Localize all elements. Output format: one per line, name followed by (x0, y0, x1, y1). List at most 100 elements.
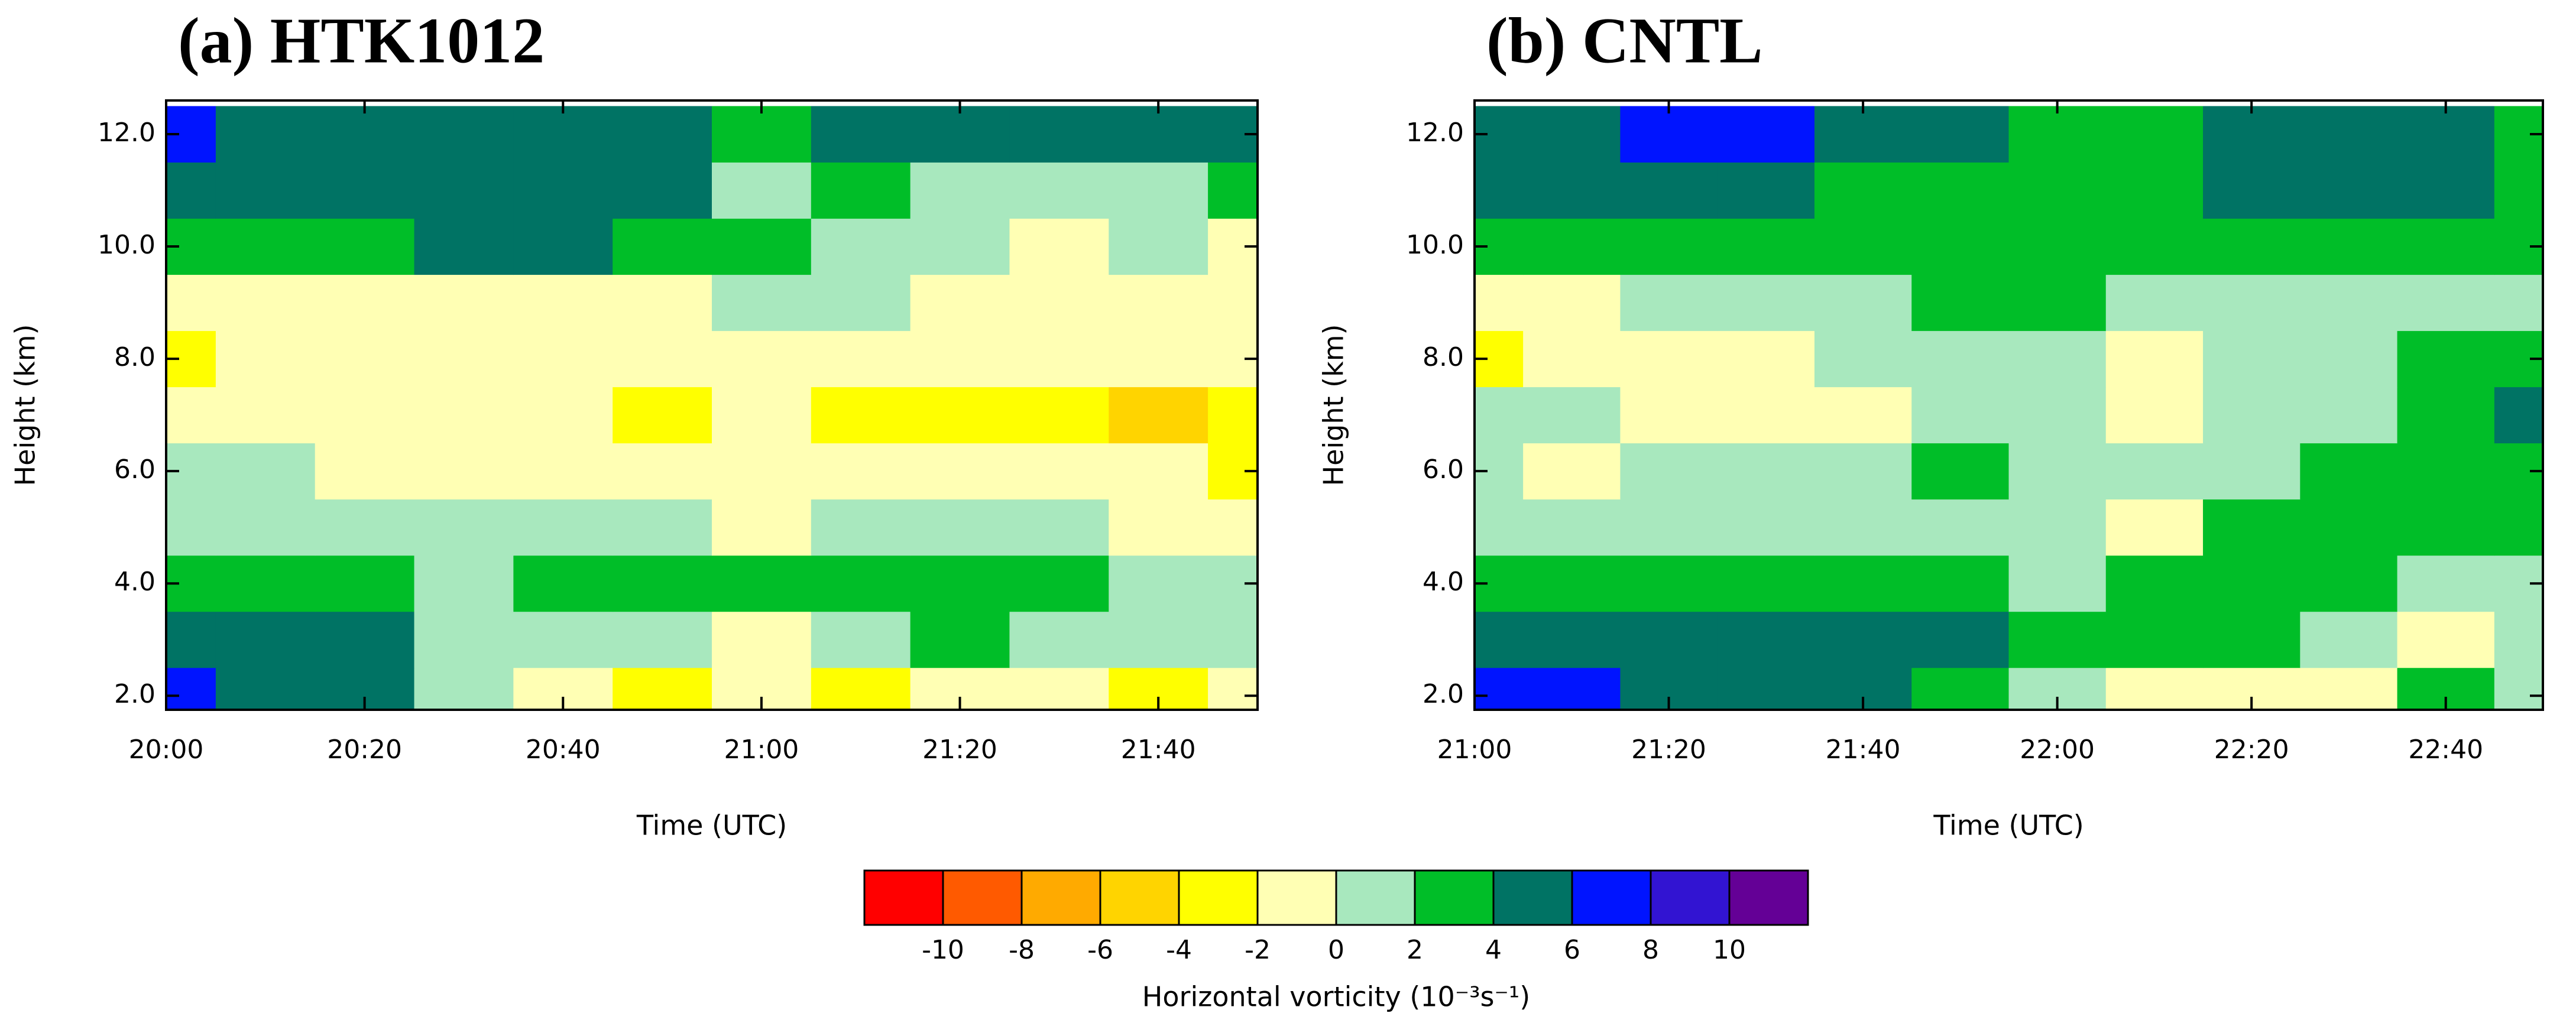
contour-cell (1814, 218, 1912, 275)
contour-cell (2008, 330, 2107, 388)
contour-cell (1911, 443, 2009, 500)
contour-cell (1814, 499, 1912, 556)
contour-cell (1109, 443, 1208, 500)
contour-cell (1475, 499, 1524, 556)
contour-cell (2203, 218, 2300, 275)
contour-cell (1814, 443, 1912, 500)
contour-cell (2300, 667, 2398, 710)
contour-cell (414, 555, 514, 612)
contour-cell (1109, 555, 1208, 612)
contour-cell (1911, 555, 2009, 612)
contour-cell (2105, 555, 2204, 612)
chart-title: (b) CNTL (1486, 4, 1763, 76)
contour-cell (1911, 499, 2009, 556)
contour-cell (2397, 387, 2495, 444)
contour-cell (613, 274, 712, 332)
contour-cell (2300, 387, 2398, 444)
colorbar-label: Horizontal vorticity (10⁻³s⁻¹) (1142, 981, 1530, 1013)
x-tick-label: 20:00 (129, 735, 204, 765)
contour-cell (315, 499, 415, 556)
contour-cell (2300, 106, 2398, 163)
contour-cell (613, 443, 712, 500)
contour-cell (910, 218, 1010, 275)
contour-cell (2397, 443, 2495, 500)
contour-cell (1009, 330, 1109, 388)
contour-cell (613, 611, 712, 668)
plot-frame (165, 99, 1259, 711)
contour-cell (1523, 330, 1621, 388)
colorbar-swatch (1728, 869, 1809, 926)
contour-cell (315, 555, 415, 612)
contour-cell (1523, 499, 1621, 556)
contour-cell (613, 330, 712, 388)
contour-cell (1814, 330, 1912, 388)
contour-cell (910, 443, 1010, 500)
contour-cell (712, 330, 812, 388)
contour-cell (1109, 611, 1208, 668)
contour-cell (2105, 162, 2204, 219)
contour-cell (513, 555, 613, 612)
colorbar-tick-label: -10 (922, 935, 964, 965)
contour-cell (1911, 387, 2009, 444)
contour-cell (2008, 499, 2107, 556)
colorbar-swatch (1099, 869, 1180, 926)
colorbar-tick-label: 6 (1564, 935, 1580, 965)
contour-cell (2203, 106, 2300, 163)
contour-cell (166, 667, 216, 710)
contour-cell (166, 387, 216, 444)
contour-cell (712, 611, 812, 668)
contour-cell (315, 162, 415, 219)
contour-cell (2397, 162, 2495, 219)
colorbar-tick-label: -6 (1087, 935, 1113, 965)
contour-cell (1523, 387, 1621, 444)
contour-cell (1717, 667, 1815, 710)
y-tick-label: 12.0 (98, 118, 155, 148)
contour-cell (613, 667, 712, 710)
contour-cell (1475, 387, 1524, 444)
contour-cell (1814, 555, 1912, 612)
x-tick-label: 22:00 (2020, 735, 2095, 765)
contour-cell (1717, 106, 1815, 163)
contour-cell (215, 330, 316, 388)
colorbar-swatch (1020, 869, 1101, 926)
contour-cell (712, 499, 812, 556)
x-tick-label: 21:40 (1826, 735, 1901, 765)
contour-cell (513, 218, 613, 275)
contour-cell (215, 106, 316, 163)
contour-cell (1475, 274, 1524, 332)
contour-cell (315, 443, 415, 500)
contour-cell (2397, 106, 2495, 163)
contour-cell (1717, 330, 1815, 388)
contour-cell (2008, 555, 2107, 612)
contour-cell (2105, 330, 2204, 388)
contour-cell (1009, 106, 1109, 163)
contour-cell (613, 387, 712, 444)
contour-cell (811, 667, 911, 710)
contour-cell (315, 218, 415, 275)
contour-cell (2105, 218, 2204, 275)
colorbar-tick-label: -4 (1166, 935, 1192, 965)
contour-cell (1475, 162, 1524, 219)
contour-cell (2300, 162, 2398, 219)
x-tick-label: 21:40 (1121, 735, 1196, 765)
contour-cell (613, 106, 712, 163)
plot-frame (1473, 99, 2544, 711)
contour-cell (414, 106, 514, 163)
contour-cell (910, 499, 1010, 556)
contour-cell (2300, 611, 2398, 668)
colorbar-swatch (1414, 869, 1495, 926)
contour-cell (1620, 555, 1718, 612)
contour-cell (910, 611, 1010, 668)
colorbar-tick-label: 8 (1642, 935, 1659, 965)
x-tick-label: 22:20 (2214, 735, 2289, 765)
contour-cell (1717, 611, 1815, 668)
contour-cell (910, 162, 1010, 219)
contour-cell (414, 667, 514, 710)
contour-cell (414, 611, 514, 668)
contour-cell (2494, 387, 2543, 444)
contour-cell (215, 218, 316, 275)
contour-cell (1109, 387, 1208, 444)
contour-cell (1717, 499, 1815, 556)
contour-cell (1620, 218, 1718, 275)
contour-cell (315, 330, 415, 388)
